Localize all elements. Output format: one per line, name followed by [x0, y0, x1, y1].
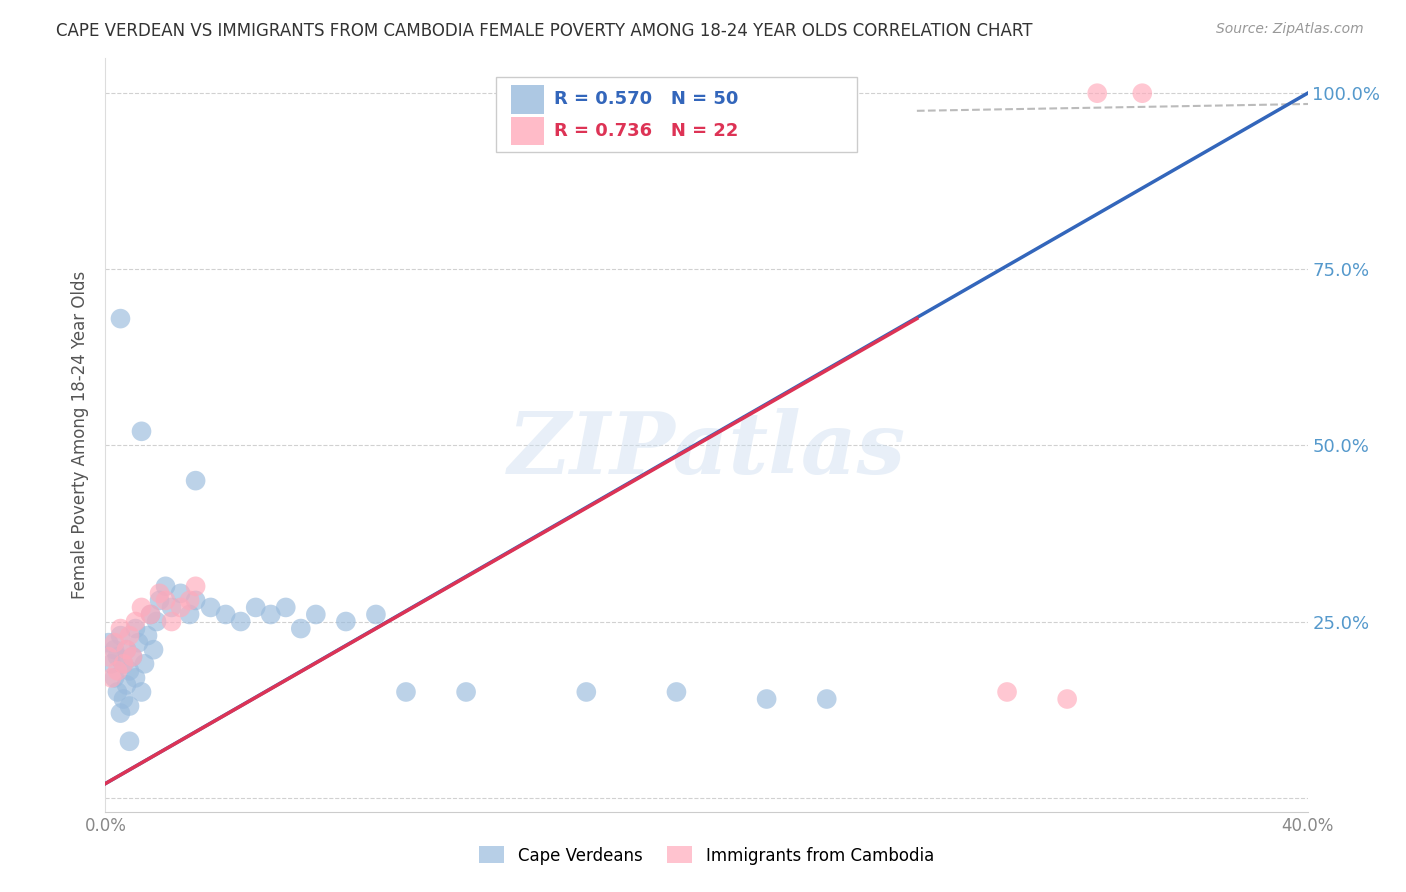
Point: [229, 615, 252, 629]
Point: [136, 629, 159, 643]
Point: [110, 622, 132, 636]
Point: [1085, 86, 1108, 100]
Point: [200, 600, 222, 615]
Point: [124, 615, 146, 629]
Point: [245, 600, 267, 615]
Point: [103, 671, 125, 685]
Point: [121, 649, 143, 664]
Point: [131, 425, 153, 439]
Point: [160, 600, 183, 615]
Point: [155, 593, 177, 607]
Point: [110, 706, 132, 720]
FancyBboxPatch shape: [496, 77, 856, 153]
Point: [1056, 692, 1078, 706]
Point: [260, 607, 283, 622]
Point: [139, 607, 162, 622]
Bar: [510, 85, 544, 114]
Point: [107, 664, 129, 678]
Point: [115, 678, 138, 692]
Text: ZIPatlas: ZIPatlas: [508, 409, 905, 491]
Point: [454, 685, 477, 699]
Point: [131, 600, 153, 615]
Point: [115, 642, 138, 657]
Point: [118, 629, 141, 643]
Point: [155, 579, 177, 593]
Point: [139, 607, 162, 622]
Point: [214, 607, 236, 622]
Point: [112, 657, 135, 671]
Point: [184, 474, 207, 488]
Text: R = 0.570   N = 50: R = 0.570 N = 50: [554, 90, 738, 109]
Point: [169, 600, 191, 615]
Point: [335, 615, 357, 629]
Point: [179, 607, 201, 622]
Point: [107, 649, 129, 664]
Point: [112, 692, 135, 706]
Bar: [510, 117, 544, 145]
Point: [395, 685, 418, 699]
Point: [145, 615, 167, 629]
Point: [118, 664, 141, 678]
Point: [995, 685, 1018, 699]
Point: [815, 692, 838, 706]
Point: [148, 593, 170, 607]
Point: [169, 586, 191, 600]
Point: [97, 635, 120, 649]
Point: [364, 607, 387, 622]
Point: [305, 607, 328, 622]
Point: [112, 657, 135, 671]
Point: [121, 649, 143, 664]
Point: [100, 671, 122, 685]
Point: [107, 685, 129, 699]
Point: [665, 685, 688, 699]
Point: [755, 692, 778, 706]
Legend: Cape Verdeans, Immigrants from Cambodia: Cape Verdeans, Immigrants from Cambodia: [472, 839, 941, 871]
Point: [110, 629, 132, 643]
Point: [131, 685, 153, 699]
Point: [118, 699, 141, 714]
Point: [115, 642, 138, 657]
Point: [142, 642, 165, 657]
Text: CAPE VERDEAN VS IMMIGRANTS FROM CAMBODIA FEMALE POVERTY AMONG 18-24 YEAR OLDS CO: CAPE VERDEAN VS IMMIGRANTS FROM CAMBODIA…: [56, 22, 1033, 40]
Point: [184, 579, 207, 593]
Point: [179, 593, 201, 607]
Point: [103, 635, 125, 649]
Point: [184, 593, 207, 607]
Point: [274, 600, 297, 615]
Point: [128, 635, 150, 649]
Point: [97, 649, 120, 664]
Point: [575, 685, 598, 699]
Point: [290, 622, 312, 636]
Point: [160, 615, 183, 629]
Y-axis label: Female Poverty Among 18-24 Year Olds: Female Poverty Among 18-24 Year Olds: [72, 271, 90, 599]
Point: [118, 734, 141, 748]
Point: [103, 642, 125, 657]
Point: [134, 657, 156, 671]
Point: [110, 311, 132, 326]
Text: R = 0.736   N = 22: R = 0.736 N = 22: [554, 122, 738, 140]
Point: [124, 671, 146, 685]
Point: [1130, 86, 1153, 100]
Point: [148, 586, 170, 600]
Point: [100, 657, 122, 671]
Point: [124, 622, 146, 636]
Text: Source: ZipAtlas.com: Source: ZipAtlas.com: [1216, 22, 1364, 37]
